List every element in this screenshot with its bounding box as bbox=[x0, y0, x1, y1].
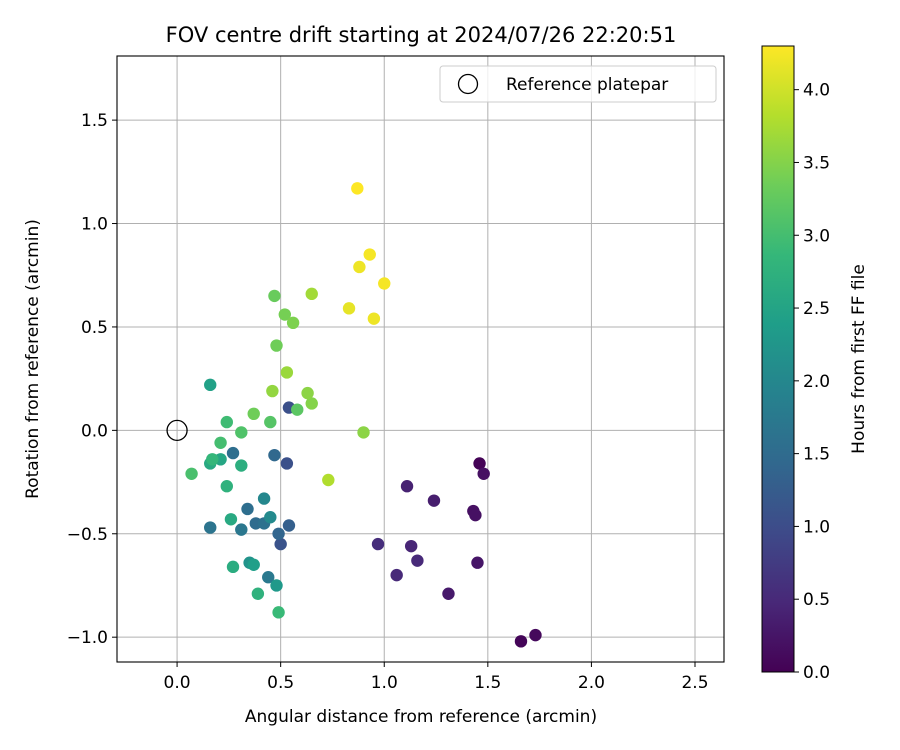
data-point bbox=[272, 527, 285, 540]
x-tick-label: 1.0 bbox=[371, 673, 398, 693]
data-point bbox=[226, 446, 240, 460]
y-tick-label: −1.0 bbox=[67, 628, 108, 648]
reference-layer bbox=[166, 419, 188, 442]
y-tick-label: 0.5 bbox=[81, 318, 108, 338]
chart-title: FOV centre drift starting at 2024/07/26 … bbox=[166, 23, 677, 47]
data-point bbox=[264, 415, 277, 429]
y-axis-label: Rotation from reference (arcmin) bbox=[23, 219, 43, 499]
data-point bbox=[471, 556, 484, 569]
y-tick-label: 1.0 bbox=[81, 215, 108, 235]
data-point bbox=[235, 426, 248, 439]
data-point bbox=[235, 523, 248, 536]
colorbar-tick-label: 2.5 bbox=[803, 299, 830, 319]
data-point bbox=[353, 260, 366, 274]
data-point bbox=[367, 312, 381, 325]
grid bbox=[117, 56, 724, 662]
data-point bbox=[280, 366, 294, 379]
legend-box bbox=[439, 65, 717, 103]
data-point bbox=[270, 339, 283, 352]
colorbar: 0.0 0.5 1.0 1.5 2.0 2.5 3.0 3.5 4.0 Hours from f… bbox=[761, 45, 869, 683]
data-point bbox=[266, 384, 279, 398]
data-point bbox=[264, 511, 277, 524]
x-axis-ticks: 0.0 0.5 1.0 1.5 2.0 2.5 bbox=[164, 662, 709, 693]
reference-platepar-marker bbox=[166, 419, 188, 442]
data-point bbox=[351, 182, 364, 195]
data-point bbox=[278, 308, 292, 321]
data-point bbox=[226, 560, 240, 574]
data-point bbox=[291, 403, 304, 416]
data-point bbox=[224, 513, 238, 526]
y-tick-label: 0.0 bbox=[81, 421, 108, 441]
data-points bbox=[185, 182, 542, 648]
data-point bbox=[268, 448, 281, 462]
data-point bbox=[282, 519, 296, 532]
colorbar-tick-label: 4.0 bbox=[803, 81, 830, 101]
data-point bbox=[286, 316, 300, 330]
data-point bbox=[305, 287, 318, 301]
data-point bbox=[270, 579, 283, 592]
data-point bbox=[371, 537, 385, 551]
data-point bbox=[390, 568, 403, 582]
data-point bbox=[204, 521, 217, 534]
data-point bbox=[247, 407, 260, 421]
data-point bbox=[477, 467, 490, 480]
data-point bbox=[220, 479, 233, 493]
colorbar-ticks: 0.0 0.5 1.0 1.5 2.0 2.5 3.0 3.5 4.0 bbox=[794, 81, 830, 683]
legend: Reference platepar bbox=[439, 65, 717, 103]
data-point bbox=[378, 277, 391, 290]
data-point bbox=[357, 426, 370, 439]
legend-label-reference: Reference platepar bbox=[506, 75, 668, 95]
data-point bbox=[363, 248, 376, 261]
data-point bbox=[427, 494, 441, 507]
data-point bbox=[274, 537, 287, 551]
colorbar-tick-label: 0.5 bbox=[803, 590, 830, 610]
data-point bbox=[206, 453, 219, 466]
y-tick-label: −0.5 bbox=[67, 525, 108, 545]
data-point bbox=[214, 436, 227, 449]
colorbar-tick-label: 0.0 bbox=[803, 663, 830, 683]
data-point bbox=[204, 378, 217, 392]
colorbar-tick-label: 2.0 bbox=[803, 372, 830, 392]
data-point bbox=[514, 635, 528, 648]
x-tick-label: 2.0 bbox=[578, 673, 605, 693]
data-point bbox=[322, 473, 335, 487]
data-point bbox=[473, 457, 486, 470]
colorbar-tick-label: 3.5 bbox=[803, 153, 830, 173]
x-tick-label: 1.5 bbox=[474, 673, 501, 693]
data-point bbox=[220, 415, 233, 429]
y-axis-ticks: −1.0 −0.5 0.0 0.5 1.0 1.5 bbox=[67, 111, 117, 648]
x-tick-label: 0.0 bbox=[164, 673, 191, 693]
data-point bbox=[469, 508, 482, 522]
x-axis-label: Angular distance from reference (arcmin) bbox=[245, 707, 597, 727]
data-point bbox=[247, 558, 260, 571]
x-tick-label: 0.5 bbox=[267, 673, 294, 693]
data-point bbox=[272, 606, 285, 619]
data-point bbox=[257, 492, 271, 505]
legend-marker-reference bbox=[457, 73, 479, 95]
y-tick-label: 1.5 bbox=[81, 111, 108, 131]
x-tick-label: 2.5 bbox=[681, 673, 708, 693]
data-point bbox=[442, 587, 455, 600]
data-point bbox=[529, 628, 542, 642]
data-point bbox=[301, 386, 314, 400]
data-point bbox=[235, 459, 248, 472]
data-point bbox=[404, 539, 418, 553]
data-point bbox=[262, 571, 275, 584]
data-point bbox=[342, 302, 356, 315]
data-point bbox=[241, 502, 254, 516]
data-point bbox=[251, 587, 265, 600]
data-point bbox=[268, 289, 281, 303]
data-point bbox=[400, 479, 414, 493]
plot-frame bbox=[116, 55, 725, 663]
colorbar-tick-label: 1.5 bbox=[803, 445, 830, 465]
colorbar-label: Hours from first FF file bbox=[849, 264, 869, 454]
data-point bbox=[305, 397, 318, 410]
data-point bbox=[185, 467, 198, 480]
colorbar-tick-label: 3.0 bbox=[803, 226, 830, 246]
data-point bbox=[280, 457, 294, 470]
colorbar-tick-label: 1.0 bbox=[803, 517, 830, 537]
colorbar-gradient bbox=[761, 45, 795, 673]
data-point bbox=[411, 554, 424, 567]
